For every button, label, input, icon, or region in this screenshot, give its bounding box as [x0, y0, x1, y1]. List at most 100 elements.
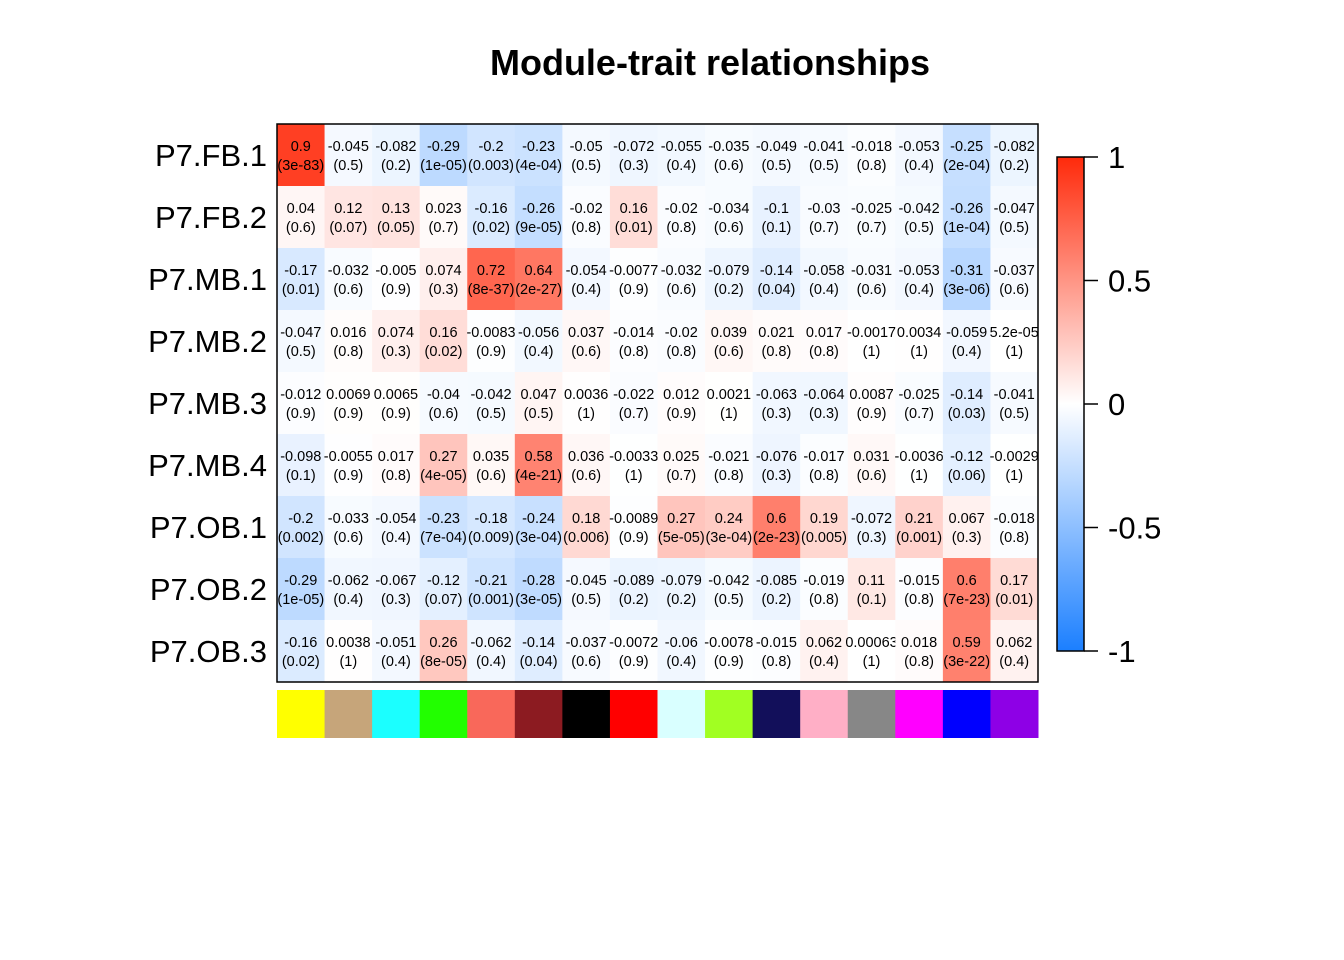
module-color-swatch [847, 690, 896, 738]
cell-value-label: 0.04 [287, 201, 315, 217]
cell-pvalue-label: (1) [863, 654, 881, 670]
color-scale-tick-label: 0.5 [1108, 264, 1151, 299]
heatmap-cell [705, 186, 754, 249]
heatmap-cell [467, 248, 516, 311]
cell-pvalue-label: (0.3) [761, 468, 791, 484]
cell-value-label: 0.72 [477, 263, 505, 279]
row-labels: P7.FB.1 P7.FB.2 P7.MB.1 P7.MB.2 P7.MB.3 P7.MB… [148, 138, 267, 669]
heatmap-cell [847, 372, 896, 435]
heatmap-cell [562, 124, 611, 187]
cell-pvalue-label: (7e-23) [943, 592, 990, 608]
cell-value-label: 0.012 [663, 387, 699, 403]
cell-value-label: -0.012 [280, 387, 321, 403]
cell-pvalue-label: (0.4) [381, 654, 411, 670]
cell-pvalue-label: (0.8) [809, 344, 839, 360]
heatmap-cell [419, 558, 468, 621]
cell-pvalue-label: (0.6) [857, 468, 887, 484]
cell-value-label: -0.014 [613, 325, 654, 341]
heatmap-cell [942, 434, 991, 497]
cell-value-label: -0.0083 [466, 325, 515, 341]
cell-pvalue-label: (0.6) [333, 530, 363, 546]
cell-pvalue-label: (0.9) [286, 406, 316, 422]
row-label: P7.OB.2 [150, 572, 267, 607]
cell-pvalue-label: (0.01) [282, 282, 320, 298]
cell-pvalue-label: (0.5) [999, 220, 1029, 236]
cell-pvalue-label: (3e-83) [277, 158, 324, 174]
cell-pvalue-label: (0.7) [904, 406, 934, 422]
cell-pvalue-label: (0.8) [809, 468, 839, 484]
cell-value-label: -0.062 [470, 635, 511, 651]
cell-pvalue-label: (0.1) [286, 468, 316, 484]
cell-pvalue-label: (0.8) [571, 220, 601, 236]
cell-pvalue-label: (1e-05) [420, 158, 467, 174]
cell-value-label: -0.042 [899, 201, 940, 217]
heatmap-cell [942, 124, 991, 187]
cell-value-label: -0.079 [708, 263, 749, 279]
heatmap-cell [277, 496, 326, 559]
heatmap-cell [705, 124, 754, 187]
heatmap-cell [277, 558, 326, 621]
heatmap-cell [847, 186, 896, 249]
heatmap-cell [847, 496, 896, 559]
cell-value-label: -0.055 [661, 139, 702, 155]
cell-value-label: -0.054 [375, 511, 416, 527]
row-label: P7.MB.1 [148, 262, 267, 297]
cell-value-label: -0.25 [950, 139, 983, 155]
heatmap-cell [609, 620, 658, 683]
cell-pvalue-label: (0.6) [999, 282, 1029, 298]
cell-pvalue-label: (0.5) [476, 406, 506, 422]
heatmap-cell [372, 558, 421, 621]
heatmap-cell [372, 620, 421, 683]
cell-pvalue-label: (0.6) [429, 406, 459, 422]
cell-value-label: 0.016 [330, 325, 366, 341]
heatmap-cell [800, 248, 849, 311]
heatmap-cell [419, 372, 468, 435]
cell-value-label: 0.017 [378, 449, 414, 465]
cell-value-label: -0.053 [899, 139, 940, 155]
cell-value-label: -0.042 [708, 573, 749, 589]
heatmap-cell [562, 310, 611, 373]
cell-value-label: 0.16 [429, 325, 457, 341]
cell-value-label: 0.0038 [326, 635, 370, 651]
heatmap-cell [372, 310, 421, 373]
cell-pvalue-label: (0.7) [857, 220, 887, 236]
cell-pvalue-label: (0.3) [952, 530, 982, 546]
cell-pvalue-label: (0.9) [333, 406, 363, 422]
cell-value-label: 0.59 [953, 635, 981, 651]
module-color-swatch [514, 690, 563, 738]
cell-pvalue-label: (7e-04) [420, 530, 467, 546]
cell-value-label: -0.12 [427, 573, 460, 589]
heatmap-cell [467, 186, 516, 249]
cell-pvalue-label: (0.04) [757, 282, 795, 298]
cell-pvalue-label: (0.5) [904, 220, 934, 236]
heatmap-cell [847, 558, 896, 621]
cell-value-label: -0.0078 [704, 635, 753, 651]
cell-value-label: 0.021 [758, 325, 794, 341]
cell-pvalue-label: (1) [910, 468, 928, 484]
cell-pvalue-label: (1) [1005, 344, 1023, 360]
cell-value-label: -0.0036 [895, 449, 944, 465]
heatmap-cell [847, 248, 896, 311]
heatmap-cell [467, 124, 516, 187]
module-color-swatch [942, 690, 991, 738]
cell-value-label: 0.27 [667, 511, 695, 527]
heatmap-border [276, 123, 1039, 683]
heatmap-cell [990, 372, 1039, 435]
cell-pvalue-label: (0.4) [809, 282, 839, 298]
cell-pvalue-label: (0.1) [857, 592, 887, 608]
cell-pvalue-label: (0.5) [999, 406, 1029, 422]
cell-value-label: 0.18 [572, 511, 600, 527]
cell-value-label: 0.023 [425, 201, 461, 217]
cell-value-label: 0.025 [663, 449, 699, 465]
cell-value-label: 0.24 [715, 511, 743, 527]
heatmap-cell [942, 496, 991, 559]
cell-value-label: -0.022 [613, 387, 654, 403]
cell-value-label: -0.034 [708, 201, 749, 217]
cell-value-label: 0.12 [334, 201, 362, 217]
cell-pvalue-label: (1) [1005, 468, 1023, 484]
cell-value-label: 0.17 [1000, 573, 1028, 589]
cell-pvalue-label: (8e-37) [468, 282, 515, 298]
heatmap-cell [514, 248, 563, 311]
cell-pvalue-label: (0.5) [714, 592, 744, 608]
cell-pvalue-label: (0.8) [333, 344, 363, 360]
